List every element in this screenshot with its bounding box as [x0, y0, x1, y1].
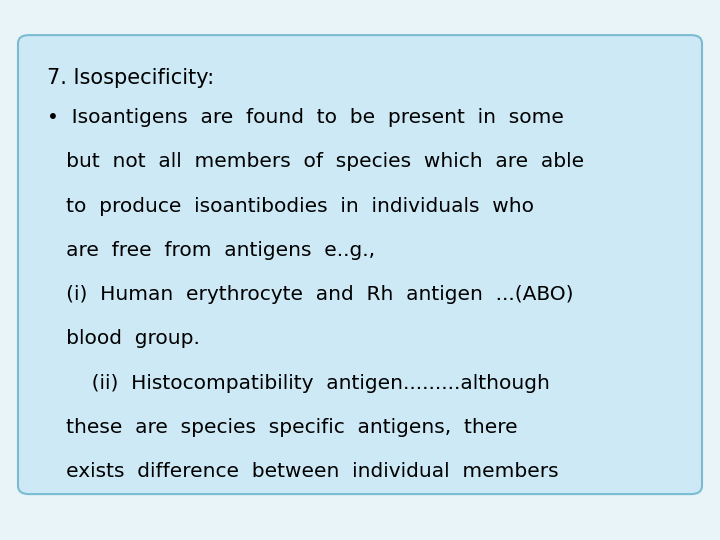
Text: (ii)  Histocompatibility  antigen.........although: (ii) Histocompatibility antigen.........…: [47, 374, 549, 393]
FancyBboxPatch shape: [18, 35, 702, 494]
Text: blood  group.: blood group.: [47, 329, 199, 348]
Text: are  free  from  antigens  e..g.,: are free from antigens e..g.,: [47, 241, 375, 260]
Text: but  not  all  members  of  species  which  are  able: but not all members of species which are…: [47, 152, 584, 171]
Text: to  produce  isoantibodies  in  individuals  who: to produce isoantibodies in individuals …: [47, 197, 534, 215]
Text: exists  difference  between  individual  members: exists difference between individual mem…: [47, 462, 559, 481]
Text: these  are  species  specific  antigens,  there: these are species specific antigens, the…: [47, 418, 518, 437]
Text: •  Isoantigens  are  found  to  be  present  in  some: • Isoantigens are found to be present in…: [47, 108, 564, 127]
Text: 7. Isospecificity:: 7. Isospecificity:: [47, 68, 214, 87]
Text: (i)  Human  erythrocyte  and  Rh  antigen  ...(ABO): (i) Human erythrocyte and Rh antigen ...…: [47, 285, 573, 304]
